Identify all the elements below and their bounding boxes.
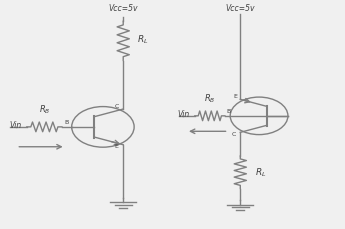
- Text: Vin: Vin: [10, 121, 22, 130]
- Text: C: C: [232, 131, 236, 136]
- Text: $R_B$: $R_B$: [39, 103, 50, 115]
- Text: Vcc=5v: Vcc=5v: [226, 4, 255, 13]
- Text: Vin: Vin: [178, 110, 190, 119]
- Text: Vcc=5v: Vcc=5v: [108, 4, 138, 13]
- Text: $R_L$: $R_L$: [137, 33, 149, 46]
- Text: $R_L$: $R_L$: [255, 166, 266, 179]
- Text: B: B: [227, 108, 231, 113]
- Text: $R_B$: $R_B$: [204, 92, 216, 104]
- Text: E: E: [115, 143, 119, 148]
- Text: E: E: [234, 94, 237, 99]
- Text: C: C: [115, 103, 119, 108]
- Text: B: B: [64, 119, 68, 124]
